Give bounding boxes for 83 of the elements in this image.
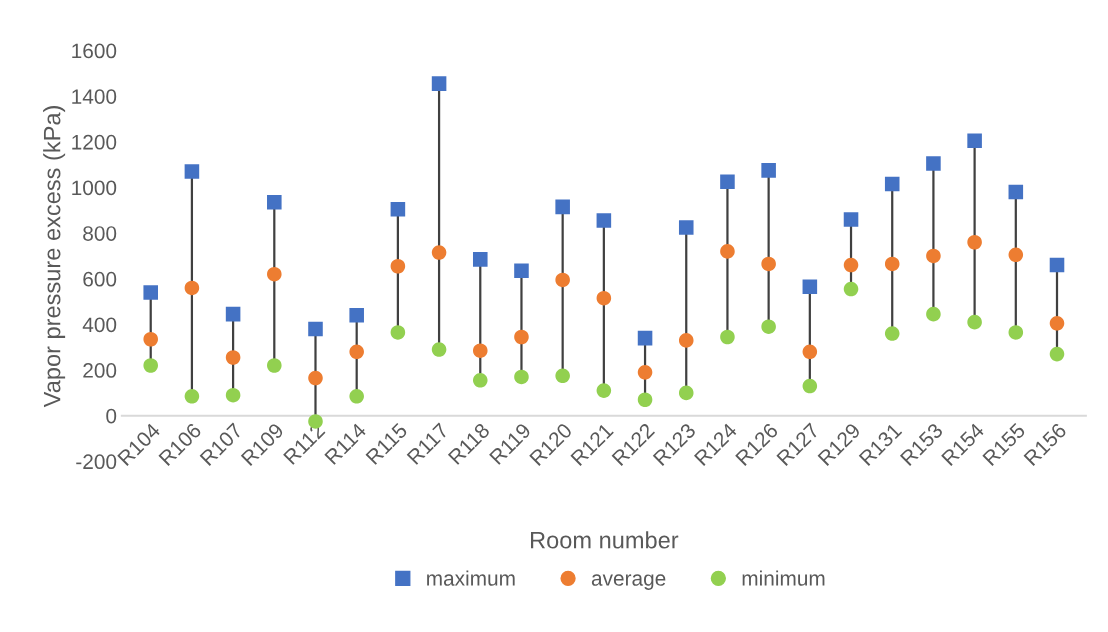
point	[720, 174, 735, 190]
y-tick-label: 800	[83, 226, 117, 241]
point	[431, 342, 447, 357]
point	[225, 350, 241, 365]
point	[349, 389, 364, 404]
y-tick-label: 1400	[72, 89, 117, 104]
point	[431, 76, 447, 91]
point	[637, 365, 653, 380]
point	[720, 329, 735, 345]
point	[349, 308, 364, 323]
point	[802, 279, 818, 295]
point	[143, 285, 158, 300]
y-tick-label: 200	[83, 363, 117, 378]
y-tick-label: 1200	[72, 134, 117, 150]
point	[143, 331, 158, 347]
point	[390, 201, 406, 217]
point	[267, 195, 282, 210]
y-axis-title: Vapor pressure excess (kPa)	[43, 106, 66, 408]
point	[184, 164, 200, 179]
point	[926, 248, 941, 264]
point	[308, 321, 323, 337]
point	[843, 281, 859, 297]
point	[761, 319, 776, 334]
point	[1008, 184, 1024, 200]
point	[596, 383, 612, 398]
y-tick-label: 400	[82, 317, 117, 333]
point	[390, 325, 406, 340]
point	[926, 156, 941, 171]
point	[843, 257, 859, 273]
point	[884, 176, 900, 192]
point	[308, 370, 323, 386]
point	[1049, 316, 1065, 331]
point	[678, 385, 694, 401]
point	[555, 199, 570, 215]
point	[225, 306, 241, 322]
y-tick-label: 0	[106, 408, 117, 424]
point	[267, 358, 282, 373]
point	[884, 326, 900, 341]
point	[431, 245, 447, 260]
point	[1008, 247, 1024, 263]
point	[472, 343, 488, 358]
y-tick-label: 1600	[72, 43, 117, 59]
y-tick-label: 600	[83, 271, 117, 287]
point	[390, 258, 406, 274]
point	[802, 344, 818, 360]
point	[967, 133, 982, 148]
point	[267, 266, 282, 282]
point	[637, 392, 653, 408]
point	[596, 290, 612, 306]
y-tick-label: -200	[76, 454, 117, 470]
point	[720, 244, 735, 259]
point	[514, 329, 529, 345]
point	[884, 256, 900, 272]
point	[555, 272, 570, 288]
point	[555, 368, 570, 384]
y-tick-label: 1000	[72, 180, 117, 196]
legend-label: minimum	[742, 570, 825, 586]
point	[596, 213, 612, 228]
point	[349, 344, 364, 360]
point	[678, 333, 694, 348]
point	[514, 263, 529, 279]
point	[761, 256, 776, 272]
point	[637, 330, 653, 346]
point	[514, 369, 529, 385]
point	[225, 387, 241, 403]
point	[1008, 325, 1024, 340]
point	[761, 163, 776, 178]
point	[1049, 257, 1065, 273]
point	[967, 234, 982, 250]
point	[678, 220, 694, 235]
point	[843, 212, 859, 227]
point	[926, 306, 941, 322]
point	[143, 358, 158, 373]
legend-label: average	[591, 574, 666, 590]
point	[472, 252, 488, 267]
point	[967, 314, 982, 330]
x-axis-title: Room number	[531, 531, 679, 549]
point	[1049, 346, 1065, 362]
point	[184, 389, 200, 404]
point	[802, 378, 818, 394]
legend-label: maximum	[427, 570, 515, 586]
point	[472, 373, 488, 388]
point	[184, 280, 200, 296]
